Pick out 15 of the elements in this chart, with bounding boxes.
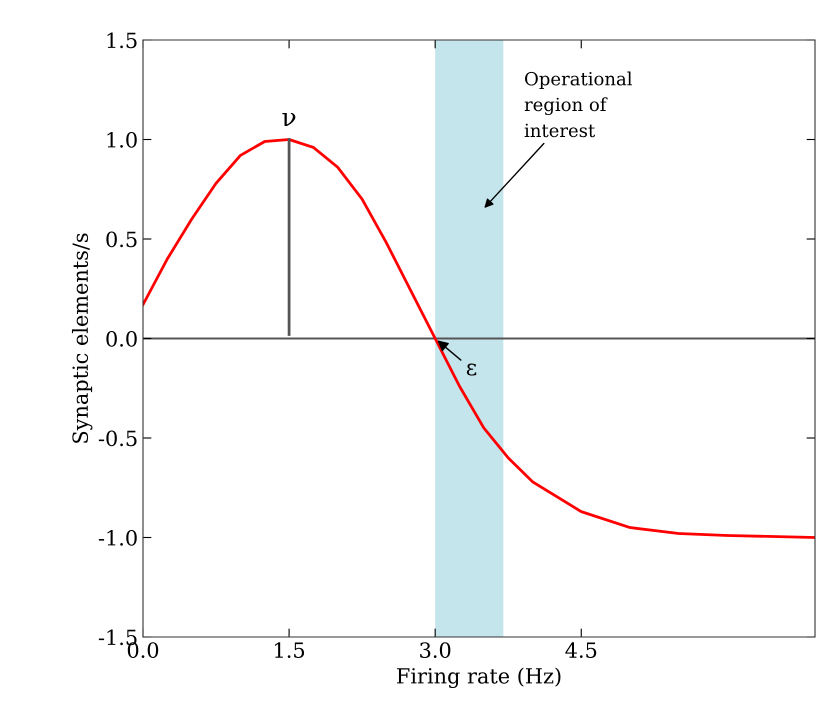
x-tick-label: 4.5 xyxy=(565,642,596,658)
x-tick-label: 3.0 xyxy=(420,642,450,658)
line-series xyxy=(143,138,815,539)
y-tick-label: 1.0 xyxy=(108,132,137,148)
y-tick-label: 0.5 xyxy=(106,231,137,248)
annotation: ε xyxy=(466,364,476,376)
y-axis-title: Synaptic elements/s xyxy=(72,234,92,443)
x-axis-title: Firing rate (Hz) xyxy=(397,668,560,688)
y-tick-label: 1.5 xyxy=(108,32,137,48)
annotation: Operational region of interest xyxy=(524,72,632,138)
y-tick-label: -1.0 xyxy=(98,530,137,546)
y-tick-label: 0.0 xyxy=(106,330,137,347)
annotation: ν xyxy=(282,112,296,126)
x-tick-label: 1.5 xyxy=(275,642,304,658)
y-tick-label: -0.5 xyxy=(98,430,137,446)
